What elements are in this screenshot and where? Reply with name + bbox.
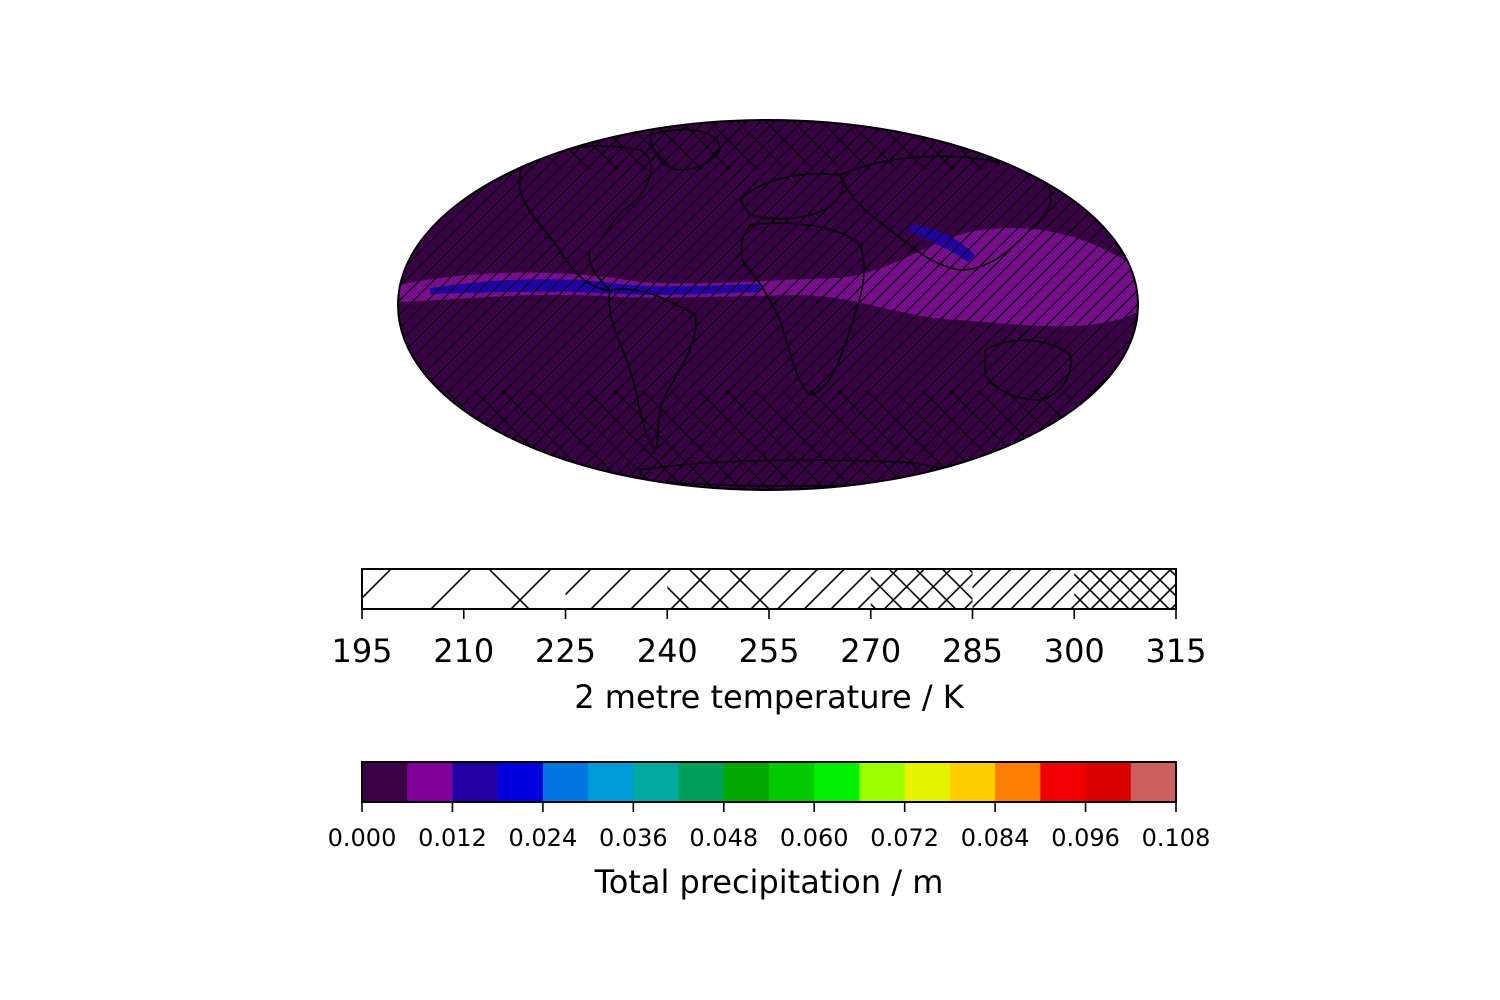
precipitation-segment	[542, 762, 589, 802]
precipitation-segment	[1130, 762, 1177, 802]
precipitation-colorbar-label: Total precipitation / m	[594, 863, 944, 901]
precipitation-segment	[407, 762, 453, 802]
world-map	[397, 119, 1139, 491]
temperature-tick-label: 225	[535, 632, 596, 670]
precipitation-tick-label: 0.108	[1142, 824, 1211, 852]
temperature-tick-label: 315	[1145, 632, 1206, 670]
temperature-segment	[362, 569, 464, 609]
precipitation-segment	[588, 762, 634, 802]
precipitation-segment	[1085, 762, 1132, 802]
precipitation-tick-label: 0.000	[328, 824, 397, 852]
temperature-segment	[769, 569, 871, 609]
precipitation-segment	[995, 762, 1041, 802]
precipitation-tick-label: 0.096	[1051, 824, 1120, 852]
precipitation-segment	[904, 762, 951, 802]
precipitation-tick-label: 0.060	[780, 824, 849, 852]
precipitation-segment	[814, 762, 860, 802]
precipitation-colorbar-frame	[361, 761, 1177, 803]
temperature-colorbar: 195 210 225 240 255 270 285 300 315 2 metre temp…	[331, 568, 1207, 716]
precipitation-tick-label: 0.072	[870, 824, 939, 852]
precipitation-segment	[678, 762, 725, 802]
temperature-tick-label: 240	[637, 632, 698, 670]
temperature-segments	[362, 569, 1176, 609]
precipitation-segment	[633, 762, 680, 802]
temperature-colorbar-label: 2 metre temperature / K	[574, 678, 965, 716]
temperature-segment	[667, 569, 769, 609]
temperature-segment	[972, 569, 1075, 609]
temperature-hatch-cross-north	[470, 120, 990, 170]
temperature-tick-label: 300	[1044, 632, 1105, 670]
temperature-ticks: 195 210 225 240 255 270 285 300 315	[331, 609, 1207, 670]
precipitation-tick-label: 0.036	[599, 824, 668, 852]
precipitation-ticks: 0.000 0.012 0.024 0.036 0.048 0.060 0.072 0.084…	[328, 802, 1211, 852]
temperature-segment	[870, 569, 973, 609]
precipitation-tick-label: 0.084	[961, 824, 1030, 852]
temperature-tick-label: 270	[840, 632, 901, 670]
temperature-segment	[1074, 569, 1176, 609]
temperature-tick-label: 210	[433, 632, 494, 670]
temperature-segment	[463, 569, 566, 609]
precipitation-tick-label: 0.012	[418, 824, 487, 852]
temperature-segment	[565, 569, 668, 609]
temperature-tick-label: 255	[738, 632, 799, 670]
precipitation-segments	[362, 762, 1177, 802]
precipitation-segment	[859, 762, 906, 802]
precipitation-segment	[1040, 762, 1087, 802]
temperature-tick-label: 285	[942, 632, 1003, 670]
precipitation-tick-label: 0.024	[509, 824, 578, 852]
precipitation-segment	[452, 762, 499, 802]
precipitation-colorbar: 0.000 0.012 0.024 0.036 0.048 0.060 0.072 0.084…	[328, 761, 1211, 901]
precipitation-tick-label: 0.048	[689, 824, 758, 852]
temperature-tick-label: 195	[331, 632, 392, 670]
precipitation-segment	[362, 762, 408, 802]
precipitation-segment	[497, 762, 544, 802]
precipitation-segment	[949, 762, 996, 802]
precipitation-segment	[723, 762, 770, 802]
precipitation-segment	[769, 762, 815, 802]
map-border	[397, 119, 1139, 491]
temperature-hatch-cross-south	[398, 390, 1138, 490]
